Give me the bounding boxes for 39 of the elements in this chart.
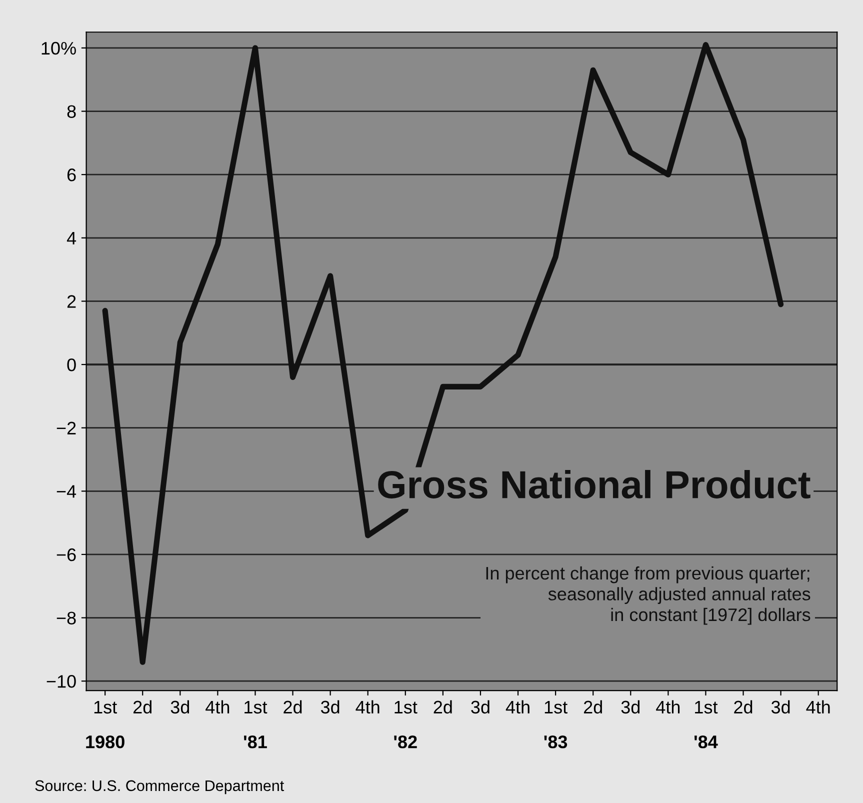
text: '83 [544, 736, 568, 748]
y-tick-label: 8 [67, 105, 76, 118]
source-note: Source: U.S. Commerce Department [35, 780, 284, 794]
text: Gross National Product [378, 470, 810, 499]
x-tick-label: 3d [170, 700, 190, 714]
x-tick-label: 3d [621, 700, 640, 714]
x-tick-label: 2d [584, 700, 602, 714]
x-tick-label: 4th [656, 700, 680, 714]
y-tick-label: 2 [67, 295, 76, 308]
y-tick-label: −2 [56, 422, 76, 434]
x-tick-label: 2d [284, 700, 302, 714]
text: '81 [244, 736, 267, 748]
y-tick-label: 10% [42, 42, 76, 55]
x-tick-label: 2d [434, 700, 452, 714]
x-tick-label: 1st [695, 700, 718, 714]
x-tick-label: 3d [471, 700, 490, 714]
text: 1980 [86, 736, 124, 748]
x-tick-label: 3d [320, 700, 340, 714]
x-tick-label: 1st [94, 700, 117, 714]
text: '82 [394, 736, 417, 748]
y-tick-label: 6 [67, 168, 76, 182]
x-tick-label: 4th [206, 700, 230, 714]
x-tick-label: 2d [734, 700, 752, 714]
x-tick-label: 1st [394, 700, 418, 714]
x-tick-label: 4th [806, 700, 830, 714]
y-tick-label: −6 [56, 548, 76, 562]
x-tick-label: 4th [506, 700, 530, 714]
y-tick-label: 4 [66, 232, 76, 244]
y-tick-label: −4 [56, 485, 76, 498]
x-tick-label: 1st [544, 700, 568, 714]
y-tick-label: −10 [46, 675, 76, 688]
text: In percent change from previous quarter; seasonally adjusted annual rates in constant [1972] dollars [486, 566, 810, 625]
x-tick-label: 2d [133, 700, 152, 714]
text: '84 [694, 736, 718, 748]
x-tick-label: 1st [244, 700, 268, 714]
x-tick-label: 3d [771, 700, 790, 714]
y-tick-label: −8 [56, 612, 76, 624]
x-tick-label: 4th [356, 700, 380, 714]
y-tick-label: 0 [67, 358, 76, 372]
